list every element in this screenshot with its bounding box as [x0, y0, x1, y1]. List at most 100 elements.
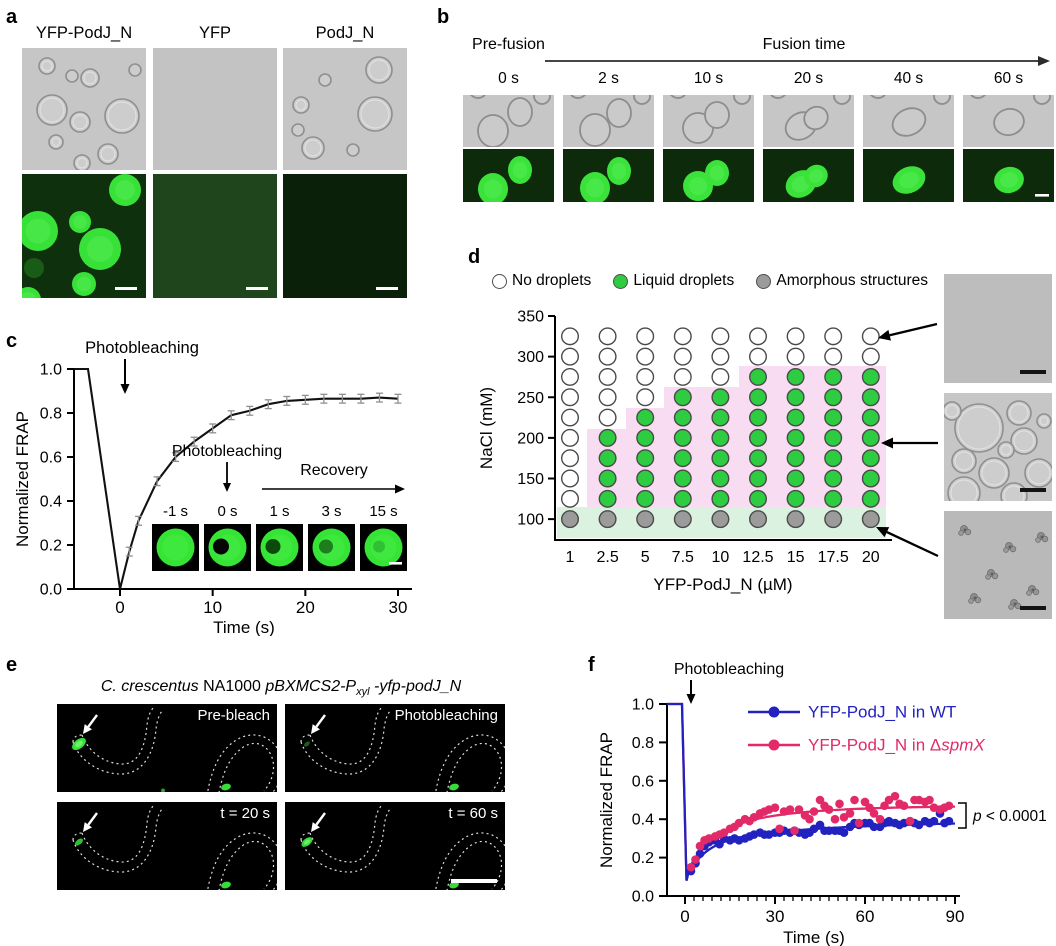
- fusion-time-arrow: [545, 56, 1050, 66]
- frap-frame-t20: t = 20 s: [57, 802, 277, 890]
- fusion-time-caption: Fusion time: [762, 36, 846, 53]
- svg-text:YFP-PodJ_N (µM): YFP-PodJ_N (µM): [653, 575, 792, 594]
- svg-text:300: 300: [517, 349, 544, 366]
- liquid-droplets-dot-icon: [613, 273, 629, 289]
- frap-frame-t60: t = 60 s: [285, 802, 505, 890]
- time-label: 20 s: [793, 70, 824, 87]
- svg-text:Photobleaching: Photobleaching: [674, 661, 784, 678]
- column-title-yfp: YFP: [198, 24, 232, 42]
- species-name: C. crescentus: [100, 678, 199, 695]
- cell-outline-drawing: [300, 804, 505, 890]
- svg-text:0.8: 0.8: [40, 406, 62, 423]
- frap-frame-photobleaching: Photobleaching: [285, 704, 505, 792]
- svg-text:0.6: 0.6: [632, 773, 654, 790]
- svg-text:17.5: 17.5: [818, 549, 849, 566]
- frap-frame-pre-bleach: Pre-bleach: [57, 704, 277, 792]
- panel-f-label: f: [588, 654, 595, 676]
- svg-text:Photobleaching: Photobleaching: [172, 443, 282, 460]
- cell-outline-drawing: [300, 706, 505, 792]
- svg-text:0.0: 0.0: [40, 582, 62, 599]
- svg-text:0.8: 0.8: [632, 735, 654, 752]
- fusion-gene-name: -yfp-podJ_N: [369, 678, 462, 695]
- svg-text:30: 30: [766, 907, 785, 926]
- panel-c-label: c: [6, 330, 18, 352]
- legend-item-no-droplets: No droplets: [492, 272, 591, 290]
- svg-text:Recovery: Recovery: [300, 462, 368, 479]
- frap-in-vitro-plot: 0.0 0.2 0.4 0.6 0.8 1.0 0 10 20 30 Time (s) Normali…: [13, 339, 412, 636]
- cell-outline-drawing: [72, 804, 277, 890]
- plasmid-name: pBXMCS2-P: [265, 678, 357, 695]
- frame-label: Pre-bleach: [197, 707, 270, 724]
- svg-text:30: 30: [389, 598, 408, 617]
- panel-d-label: d: [468, 246, 481, 268]
- svg-text:7.5: 7.5: [672, 549, 694, 566]
- svg-text:15: 15: [787, 549, 805, 566]
- svg-text:10: 10: [712, 549, 730, 566]
- panel-e-label: e: [6, 654, 18, 676]
- svg-text:NaCl (mM): NaCl (mM): [477, 387, 496, 469]
- svg-text:0: 0: [680, 907, 689, 926]
- svg-text:1.0: 1.0: [632, 697, 654, 714]
- svg-text:p < 0.0001: p < 0.0001: [972, 808, 1047, 825]
- frame-label: t = 20 s: [220, 805, 270, 822]
- svg-text:12.5: 12.5: [742, 549, 773, 566]
- frap-in-vivo-plot: 0.0 0.2 0.4 0.6 0.8 1.0 0 30 60 90 Time (s) Normali…: [598, 661, 1047, 946]
- svg-text:0.4: 0.4: [632, 812, 654, 829]
- svg-text:Time (s): Time (s): [213, 618, 275, 636]
- svg-text:350: 350: [517, 309, 544, 326]
- svg-text:0.2: 0.2: [632, 850, 654, 867]
- time-label: 60 s: [993, 70, 1024, 87]
- legend-item-amorphous: Amorphous structures: [756, 272, 928, 290]
- panel-b-label: b: [437, 6, 450, 28]
- svg-text:20: 20: [862, 549, 880, 566]
- svg-text:90: 90: [946, 907, 965, 926]
- svg-text:200: 200: [517, 430, 544, 447]
- column-title-yfp-podj-n: YFP-PodJ_N: [35, 24, 133, 42]
- svg-text:100: 100: [517, 512, 544, 529]
- svg-text:60: 60: [856, 907, 875, 926]
- svg-text:YFP-PodJ_N in WT: YFP-PodJ_N in WT: [808, 703, 956, 722]
- scale-bar: [451, 879, 497, 883]
- svg-text:250: 250: [517, 390, 544, 407]
- svg-text:Time (s): Time (s): [783, 928, 845, 946]
- time-label: 40 s: [893, 70, 924, 87]
- svg-text:0.2: 0.2: [40, 538, 62, 555]
- strain-name: NA1000: [198, 678, 266, 695]
- legend-item-liquid-droplets: Liquid droplets: [613, 272, 734, 290]
- svg-text:0.4: 0.4: [40, 494, 62, 511]
- svg-text:0.0: 0.0: [632, 889, 654, 906]
- svg-text:1 s: 1 s: [269, 503, 289, 520]
- time-label: 0 s: [498, 70, 519, 87]
- svg-text:10: 10: [203, 598, 222, 617]
- svg-text:5: 5: [641, 549, 650, 566]
- pre-fusion-caption: Pre-fusion: [472, 36, 545, 53]
- svg-text:150: 150: [517, 471, 544, 488]
- amorphous-dot-icon: [756, 273, 772, 289]
- cell-outline-drawing: [72, 706, 277, 792]
- svg-text:0.6: 0.6: [40, 450, 62, 467]
- panel-a-label: a: [6, 6, 18, 28]
- svg-text:Normalized FRAP: Normalized FRAP: [13, 411, 32, 547]
- time-label: 2 s: [598, 70, 619, 87]
- legend-label: Liquid droplets: [633, 272, 735, 289]
- frame-label: t = 60 s: [448, 805, 498, 822]
- svg-text:2.5: 2.5: [596, 549, 618, 566]
- no-droplets-dot-icon: [492, 273, 507, 289]
- panel-e-title: C. crescentus NA1000 pBXMCS2-Pxyl -yfp-p…: [57, 678, 505, 698]
- svg-text:Normalized FRAP: Normalized FRAP: [598, 732, 616, 868]
- legend-label: No droplets: [512, 272, 592, 289]
- phase-diagram-legend: No droplets Liquid droplets Amorphous st…: [492, 272, 928, 290]
- frame-label: Photobleaching: [394, 707, 498, 724]
- svg-text:0 s: 0 s: [217, 503, 237, 520]
- legend-label: Amorphous structures: [776, 272, 928, 289]
- column-title-podj-n: PodJ_N: [315, 24, 375, 42]
- svg-text:15 s: 15 s: [369, 503, 397, 520]
- svg-text:1: 1: [566, 549, 575, 566]
- svg-text:-1 s: -1 s: [163, 503, 188, 520]
- time-label: 10 s: [693, 70, 724, 87]
- svg-text:1.0: 1.0: [40, 362, 62, 379]
- promoter-subscript: xyl: [356, 686, 370, 699]
- svg-text:Photobleaching: Photobleaching: [85, 339, 199, 357]
